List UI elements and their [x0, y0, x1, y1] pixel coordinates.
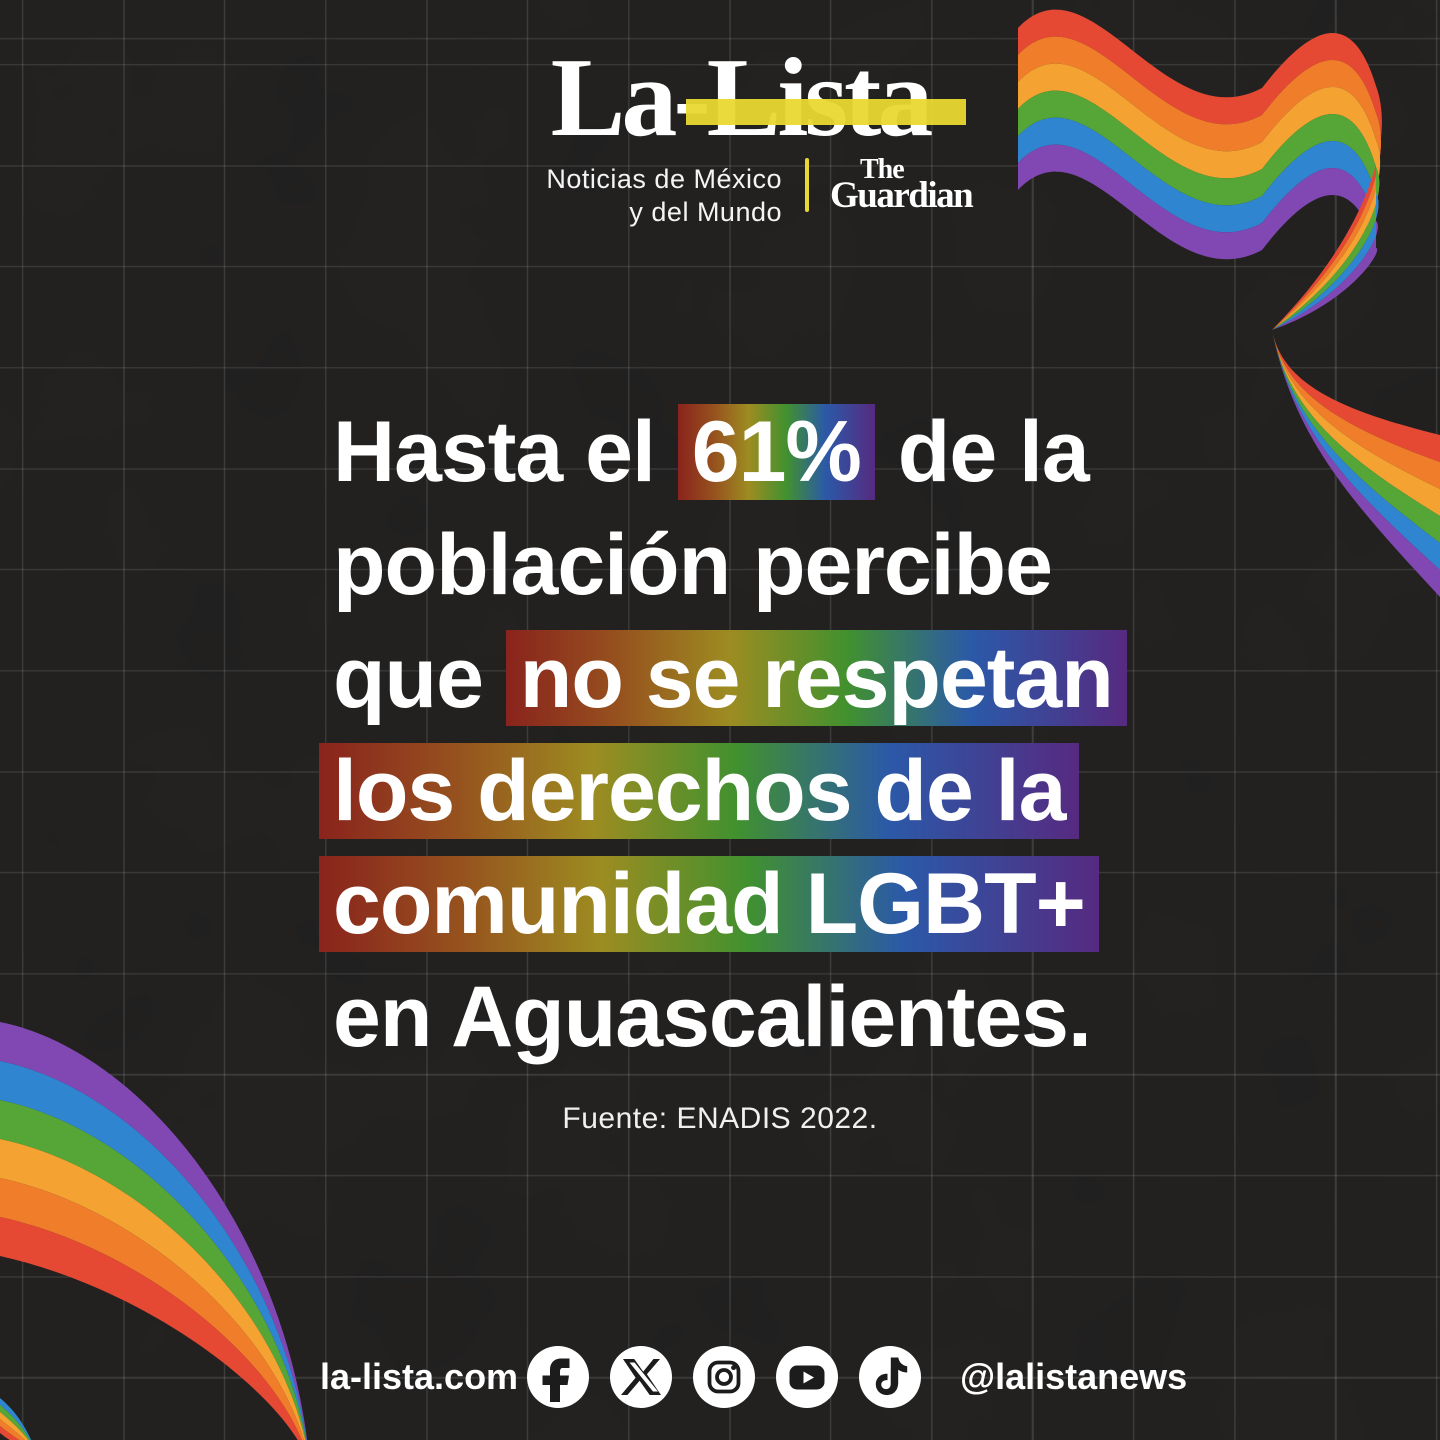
- tagline-line2: y del Mundo: [629, 197, 782, 228]
- headline-line-2: población percibe: [333, 517, 1053, 613]
- website-url[interactable]: la-lista.com: [320, 1356, 519, 1397]
- tagline-line1: Noticias de México: [546, 164, 782, 194]
- source-caption: Fuente: ENADIS 2022.: [562, 1102, 878, 1135]
- guardian-logo-the: The: [860, 154, 905, 185]
- headline-line-4: los derechos de la: [319, 735, 1193, 848]
- highlight-los-derechos: los derechos de la: [319, 743, 1080, 839]
- social-icons-row: [527, 1346, 921, 1408]
- headline-line-5: comunidad LGBT+: [319, 848, 1193, 961]
- lalista-logo: La-Lista: [450, 39, 1030, 158]
- guardian-logo-guardian: Guardian: [830, 175, 974, 216]
- tagline: Noticias de México y del Mundo: [520, 163, 782, 230]
- yellow-strike-band: [686, 99, 966, 125]
- headline-line-6: en Aguascalientes.: [333, 969, 1092, 1065]
- youtube-icon[interactable]: [776, 1346, 838, 1408]
- headline-line-3: que no se respetan: [333, 622, 1193, 735]
- facebook-icon[interactable]: [527, 1346, 589, 1408]
- highlight-61-percent: 61%: [677, 404, 875, 500]
- x-icon[interactable]: [610, 1346, 672, 1408]
- tiktok-icon[interactable]: [859, 1346, 921, 1408]
- guardian-logo: The Guardian: [830, 154, 1010, 216]
- footer: la-lista.com: [0, 1344, 1440, 1410]
- social-handle[interactable]: @lalistanews: [960, 1356, 1188, 1397]
- headline-statement: Hasta el 61% de la población percibe que…: [319, 396, 1193, 1074]
- headline-line-1: Hasta el 61% de la: [333, 404, 1090, 500]
- highlight-no-se-respetan: no se respetan: [505, 630, 1127, 726]
- yellow-divider: [805, 158, 809, 212]
- highlight-comunidad-lgbt: comunidad LGBT+: [319, 856, 1099, 952]
- instagram-icon[interactable]: [693, 1346, 755, 1408]
